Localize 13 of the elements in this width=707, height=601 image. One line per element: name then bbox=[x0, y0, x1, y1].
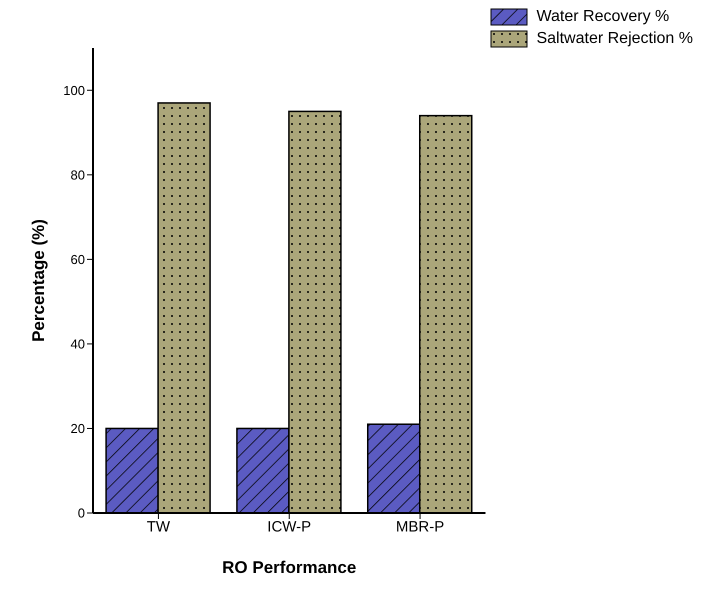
y-tick-label: 0 bbox=[78, 506, 85, 521]
y-tick-label: 100 bbox=[63, 82, 85, 98]
y-axis-title: Percentage (%) bbox=[29, 219, 48, 342]
y-tick-label: 80 bbox=[70, 167, 85, 182]
x-tick-label: ICW-P bbox=[267, 518, 312, 536]
y-tick-label: 60 bbox=[70, 252, 85, 267]
y-tick-label: 40 bbox=[70, 336, 85, 352]
x-axis-title: RO Performance bbox=[222, 558, 356, 577]
x-tick-label: MBR-P bbox=[396, 518, 444, 536]
x-tick-label: TW bbox=[146, 518, 171, 536]
legend-label: Saltwater Rejection % bbox=[536, 30, 693, 48]
legend-label: Water Recovery % bbox=[536, 8, 670, 26]
y-tick-label: 20 bbox=[70, 421, 85, 436]
